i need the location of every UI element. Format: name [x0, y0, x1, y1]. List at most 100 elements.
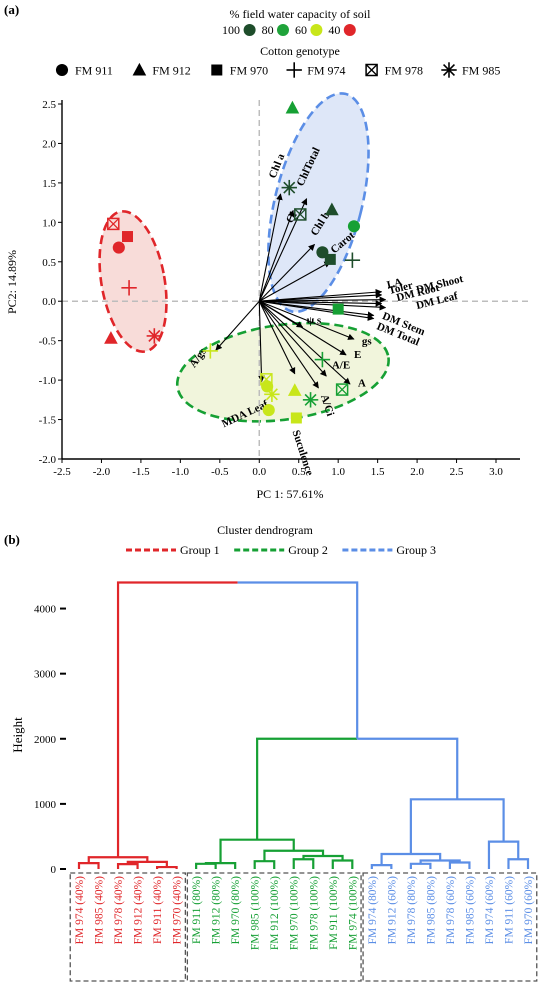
genotype-legend-marker	[365, 63, 378, 77]
genotype-legend-label: FM 970	[230, 64, 268, 78]
water-legend-swatch	[343, 24, 356, 36]
water-legend-title: % field water capacity of soil	[230, 7, 372, 21]
loading-arrow	[258, 300, 347, 356]
dendrogram-links	[77, 581, 530, 869]
genotype-legend-marker	[286, 62, 302, 78]
water-legend: 100 80 60 40	[222, 23, 356, 37]
loading-arrow	[258, 209, 295, 302]
x-tick-label: 2.0	[410, 466, 424, 478]
dendrogram-y-tick-label: 0	[51, 864, 57, 876]
pca-point	[202, 343, 219, 359]
dendrogram-link	[292, 858, 315, 869]
dendrogram-link	[253, 860, 276, 869]
genotype-legend-label: FM 911	[75, 64, 113, 78]
dendrogram-link	[116, 863, 139, 869]
dendrogram-leaf-label: FM 970 (80%)	[230, 876, 242, 945]
panel-a-label: (a)	[4, 2, 19, 17]
dendrogram-legend-label: Group 3	[396, 543, 436, 557]
y-tick-label: 1.5	[42, 178, 56, 190]
pca-point	[332, 303, 344, 315]
x-tick-label: 1.5	[371, 466, 385, 478]
dendrogram-legend-label: Group 1	[180, 543, 220, 557]
loading-label: A/E	[332, 359, 350, 371]
pca-y-axis-label: PC2: 14.89%	[5, 250, 19, 314]
dendrogram-leaf-label: FM 974 (80%)	[367, 876, 379, 945]
dendrogram-leaf-label: FM 911 (60%)	[503, 876, 515, 944]
dendrogram-leaf-label: FM 912 (40%)	[133, 876, 145, 945]
pca-point	[290, 412, 302, 424]
dendrogram-link	[448, 861, 471, 869]
y-tick-label: 2.5	[42, 99, 56, 111]
pca-axes: -2.5 -2.0 -1.5 -1.0 -0.5 0.0 0.5 1.0 1.5 2.0 2.5 3.…	[39, 99, 520, 478]
dendrogram-link	[256, 737, 358, 840]
dendrogram-y-axis: 0 1000 2000 3000 4000	[34, 604, 66, 876]
dendrogram-leaf-label: FM 985 (60%)	[464, 876, 476, 945]
pca-biplot: -2.5 -2.0 -1.5 -1.0 -0.5 0.0 0.5 1.0 1.5 2.0 2.5 3.…	[5, 92, 528, 501]
y-tick-label: 0.0	[42, 296, 56, 308]
dendrogram-group-boxes	[69, 872, 538, 982]
dendrogram-link	[195, 862, 217, 869]
loading-arrow	[259, 300, 375, 321]
dendrogram-leaf-label: FM 985 (80%)	[425, 876, 437, 945]
x-tick-label: -2.0	[93, 466, 111, 478]
genotype-legend-marker	[441, 62, 457, 78]
x-tick-label: -1.0	[172, 466, 190, 478]
dendrogram-leaf-label: FM 985 (100%)	[250, 876, 262, 950]
pca-points	[104, 100, 361, 424]
pca-point	[302, 392, 319, 408]
y-tick-label: -0.5	[39, 336, 57, 348]
genotype-legend-marker	[55, 63, 69, 77]
dendrogram-leaf-label: FM 974 (100%)	[347, 876, 359, 950]
dendrogram-link	[155, 865, 178, 869]
group-ellipse	[175, 321, 390, 423]
water-legend-label: 100	[222, 23, 240, 37]
loading-arrow	[259, 291, 383, 302]
loading-arrow	[259, 300, 383, 307]
water-legend-label: 80	[262, 23, 274, 37]
loading-arrow	[258, 300, 351, 385]
pca-point	[281, 179, 297, 196]
loading-label: Toler	[387, 279, 414, 297]
pca-point	[325, 202, 339, 216]
water-legend-swatch	[310, 24, 323, 36]
pca-x-axis-label: PC 1: 57.61%	[256, 487, 323, 501]
pca-point	[121, 231, 133, 243]
dendrogram-link	[357, 737, 459, 800]
loading-label: A	[358, 377, 366, 389]
genotype-legend-marker	[132, 62, 147, 76]
loading-label: LA	[386, 276, 404, 291]
dendrogram: 0 1000 2000 3000 4000 FM 974 (40%) FM 985 (40…	[10, 581, 538, 982]
dendrogram-link	[126, 860, 168, 868]
x-tick-label: 3.0	[489, 466, 503, 478]
pca-point	[121, 280, 137, 296]
dendrogram-leaf-label: FM 978 (60%)	[445, 876, 457, 945]
pca-point	[104, 331, 118, 344]
y-tick-label: -1.5	[39, 415, 57, 427]
x-tick-label: 0.0	[252, 466, 266, 478]
dendrogram-leaf-label: FM 985 (40%)	[94, 876, 106, 945]
dendrogram-leaf-label: FM 978 (80%)	[406, 876, 418, 945]
dendrogram-title: Cluster dendrogram	[217, 523, 313, 537]
genotype-legend-label: FM 978	[385, 64, 423, 78]
genotype-legend-title: Cotton genotype	[260, 44, 340, 58]
pca-point	[261, 380, 274, 393]
loading-label: gs	[362, 336, 373, 348]
dendrogram-leaf-label: FM 911 (80%)	[191, 876, 203, 944]
loading-arrow	[259, 296, 387, 304]
pca-group-ellipses	[98, 92, 390, 423]
dendrogram-leaf-label: FM 978 (100%)	[308, 876, 320, 950]
y-tick-label: -1.0	[39, 375, 57, 387]
water-legend-swatch	[243, 24, 256, 36]
dendrogram-y-tick-label: 3000	[34, 669, 57, 681]
group-ellipse	[98, 210, 168, 353]
loading-arrow	[258, 300, 296, 375]
loading-arrow	[258, 300, 319, 389]
panel-b-label: (b)	[4, 532, 20, 547]
loading-label: E	[354, 349, 361, 361]
loading-arrow	[258, 300, 327, 377]
loading-arrow	[258, 243, 315, 302]
dendrogram-y-axis-label: Height	[10, 717, 25, 753]
dendrogram-link	[409, 862, 432, 869]
x-tick-label: -1.5	[132, 466, 150, 478]
